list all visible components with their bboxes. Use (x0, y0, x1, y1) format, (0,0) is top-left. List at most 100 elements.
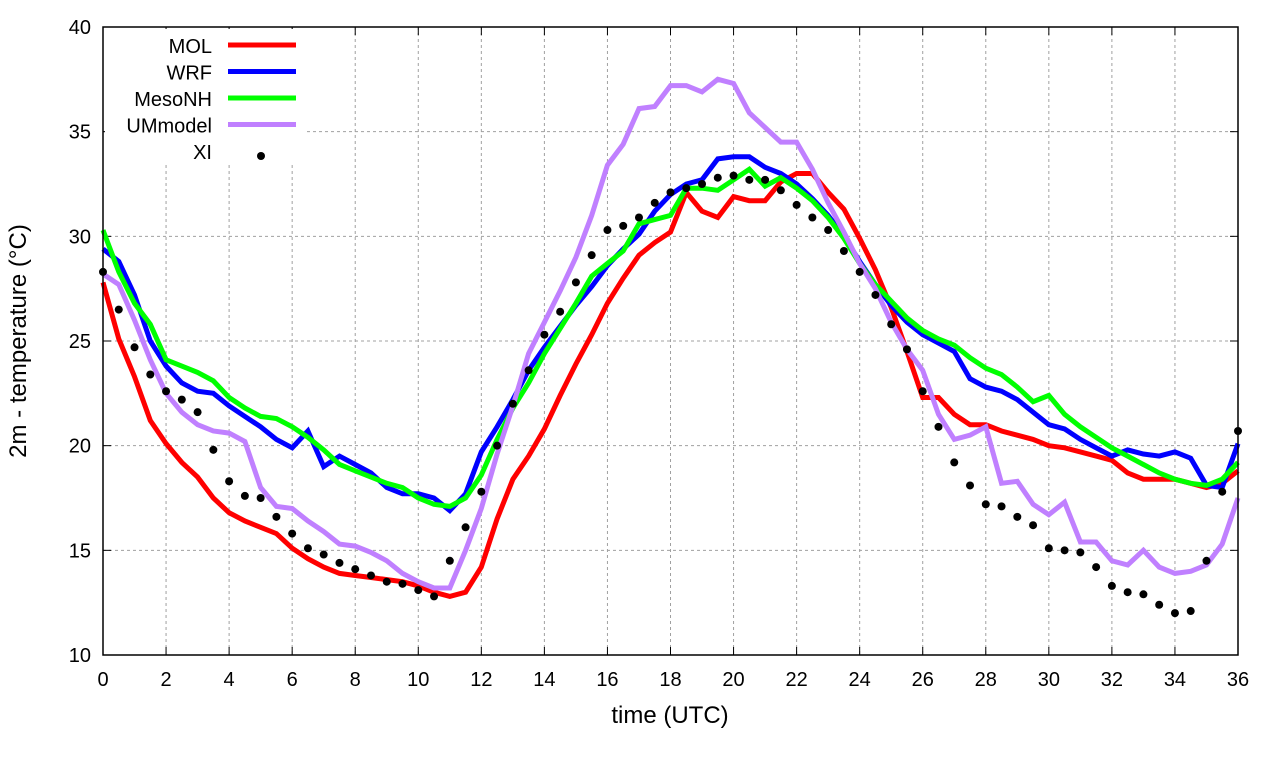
data-point-xi (918, 387, 927, 396)
data-point-xi (650, 198, 659, 207)
data-point-xi (824, 226, 833, 235)
legend-label: MOL (169, 36, 212, 58)
data-point-xi (745, 175, 754, 184)
legend-marker-xi (257, 152, 265, 160)
data-point-xi (162, 387, 171, 396)
series-line-ummodel (101, 76, 1241, 591)
grid (102, 26, 1239, 656)
plot-frame (102, 26, 1239, 656)
legend: MOL WRF MesoNH UMmodel XI (105, 29, 305, 165)
data-point-xi (619, 221, 628, 230)
data-point-xi (209, 445, 218, 454)
data-point-xi (571, 278, 580, 287)
data-point-xi (1139, 590, 1148, 599)
data-point-xi (1202, 556, 1211, 565)
data-point-xi (430, 592, 439, 601)
data-point-xi (1076, 548, 1085, 557)
data-point-xi (682, 184, 691, 193)
data-point-xi (1060, 546, 1069, 555)
data-point-xi (950, 458, 959, 467)
data-point-xi (146, 370, 155, 379)
data-point-xi (603, 226, 612, 235)
y-tick-label: 10 (69, 645, 91, 667)
data-point-xi (887, 320, 896, 329)
data-point-xi (445, 556, 454, 565)
data-point-xi (272, 512, 281, 521)
data-point-xi (303, 544, 312, 553)
x-tick-label: 12 (470, 669, 492, 691)
x-axis-label: time (UTC) (611, 702, 728, 729)
data-point-xi (698, 180, 707, 188)
data-point-xi (335, 558, 344, 567)
legend-label: XI (193, 142, 212, 164)
x-tick-label: 26 (912, 669, 934, 691)
data-point-xi (114, 305, 123, 314)
data-point-xi (508, 399, 517, 408)
series-line-mesonh (100, 166, 1240, 509)
x-tick-label: 28 (975, 669, 997, 691)
x-tick-label: 14 (533, 669, 555, 691)
x-tick-label: 22 (785, 669, 807, 691)
data-point-xi (319, 550, 328, 559)
data-point-xi (398, 579, 407, 588)
data-point-xi (808, 213, 817, 222)
x-tick-label: 30 (1038, 669, 1060, 691)
data-point-xi (666, 188, 675, 197)
data-point-xi (382, 577, 391, 586)
x-tick-label: 18 (659, 669, 681, 691)
series-layer (99, 76, 1242, 618)
data-point-xi (351, 565, 360, 574)
data-point-xi (461, 523, 470, 532)
data-point-xi (1029, 521, 1038, 530)
data-point-xi (130, 343, 139, 352)
data-point-xi (477, 487, 486, 496)
y-tick-label: 40 (69, 17, 91, 39)
x-tick-label: 2 (160, 669, 171, 691)
data-point-xi (966, 481, 975, 490)
data-point-xi (193, 408, 202, 417)
y-axis-label: 2m - temperature (°C) (5, 224, 32, 458)
data-point-xi (792, 200, 801, 209)
y-tick-label: 30 (69, 226, 91, 248)
data-point-xi (493, 441, 502, 450)
data-point-xi (288, 529, 297, 538)
data-point-xi (1107, 581, 1116, 590)
data-point-xi (177, 395, 186, 404)
y-tick-label: 20 (69, 436, 91, 458)
data-point-xi (1155, 600, 1164, 609)
data-point-xi (855, 267, 864, 276)
data-point-xi (981, 500, 990, 509)
data-point-xi (240, 491, 249, 500)
legend-label: WRF (166, 63, 212, 85)
y-tick-label: 15 (69, 540, 91, 562)
series-line-mol (100, 171, 1240, 599)
data-point-xi (839, 246, 848, 255)
data-point-xi (1218, 487, 1227, 496)
x-tick-label: 32 (1101, 669, 1123, 691)
data-point-xi (871, 290, 880, 299)
x-tick-label: 10 (407, 669, 429, 691)
y-tick-label: 25 (69, 331, 91, 353)
data-point-xi (902, 345, 911, 354)
data-point-xi (225, 477, 234, 486)
x-tick-label: 16 (596, 669, 618, 691)
y-tick-label: 35 (69, 122, 91, 144)
data-point-xi (713, 173, 722, 182)
legend-label: MesoNH (134, 89, 212, 111)
data-point-xi (366, 571, 375, 580)
ticks: 0 2 4 6 8 10 12 14 16 18 20 22 24 26 28 30 32 34 361015202… (69, 17, 1249, 691)
data-point-xi (540, 330, 549, 339)
data-point-xi (1044, 544, 1053, 553)
data-point-xi (729, 171, 738, 180)
data-point-xi (1092, 563, 1101, 572)
data-point-xi (934, 422, 943, 431)
data-point-xi (414, 586, 423, 595)
data-point-xi (1170, 609, 1179, 618)
data-point-xi (776, 186, 785, 195)
x-tick-label: 4 (224, 669, 235, 691)
data-point-xi (556, 307, 565, 316)
data-point-xi (524, 366, 533, 375)
data-point-xi (1186, 607, 1195, 616)
x-tick-label: 0 (97, 669, 108, 691)
